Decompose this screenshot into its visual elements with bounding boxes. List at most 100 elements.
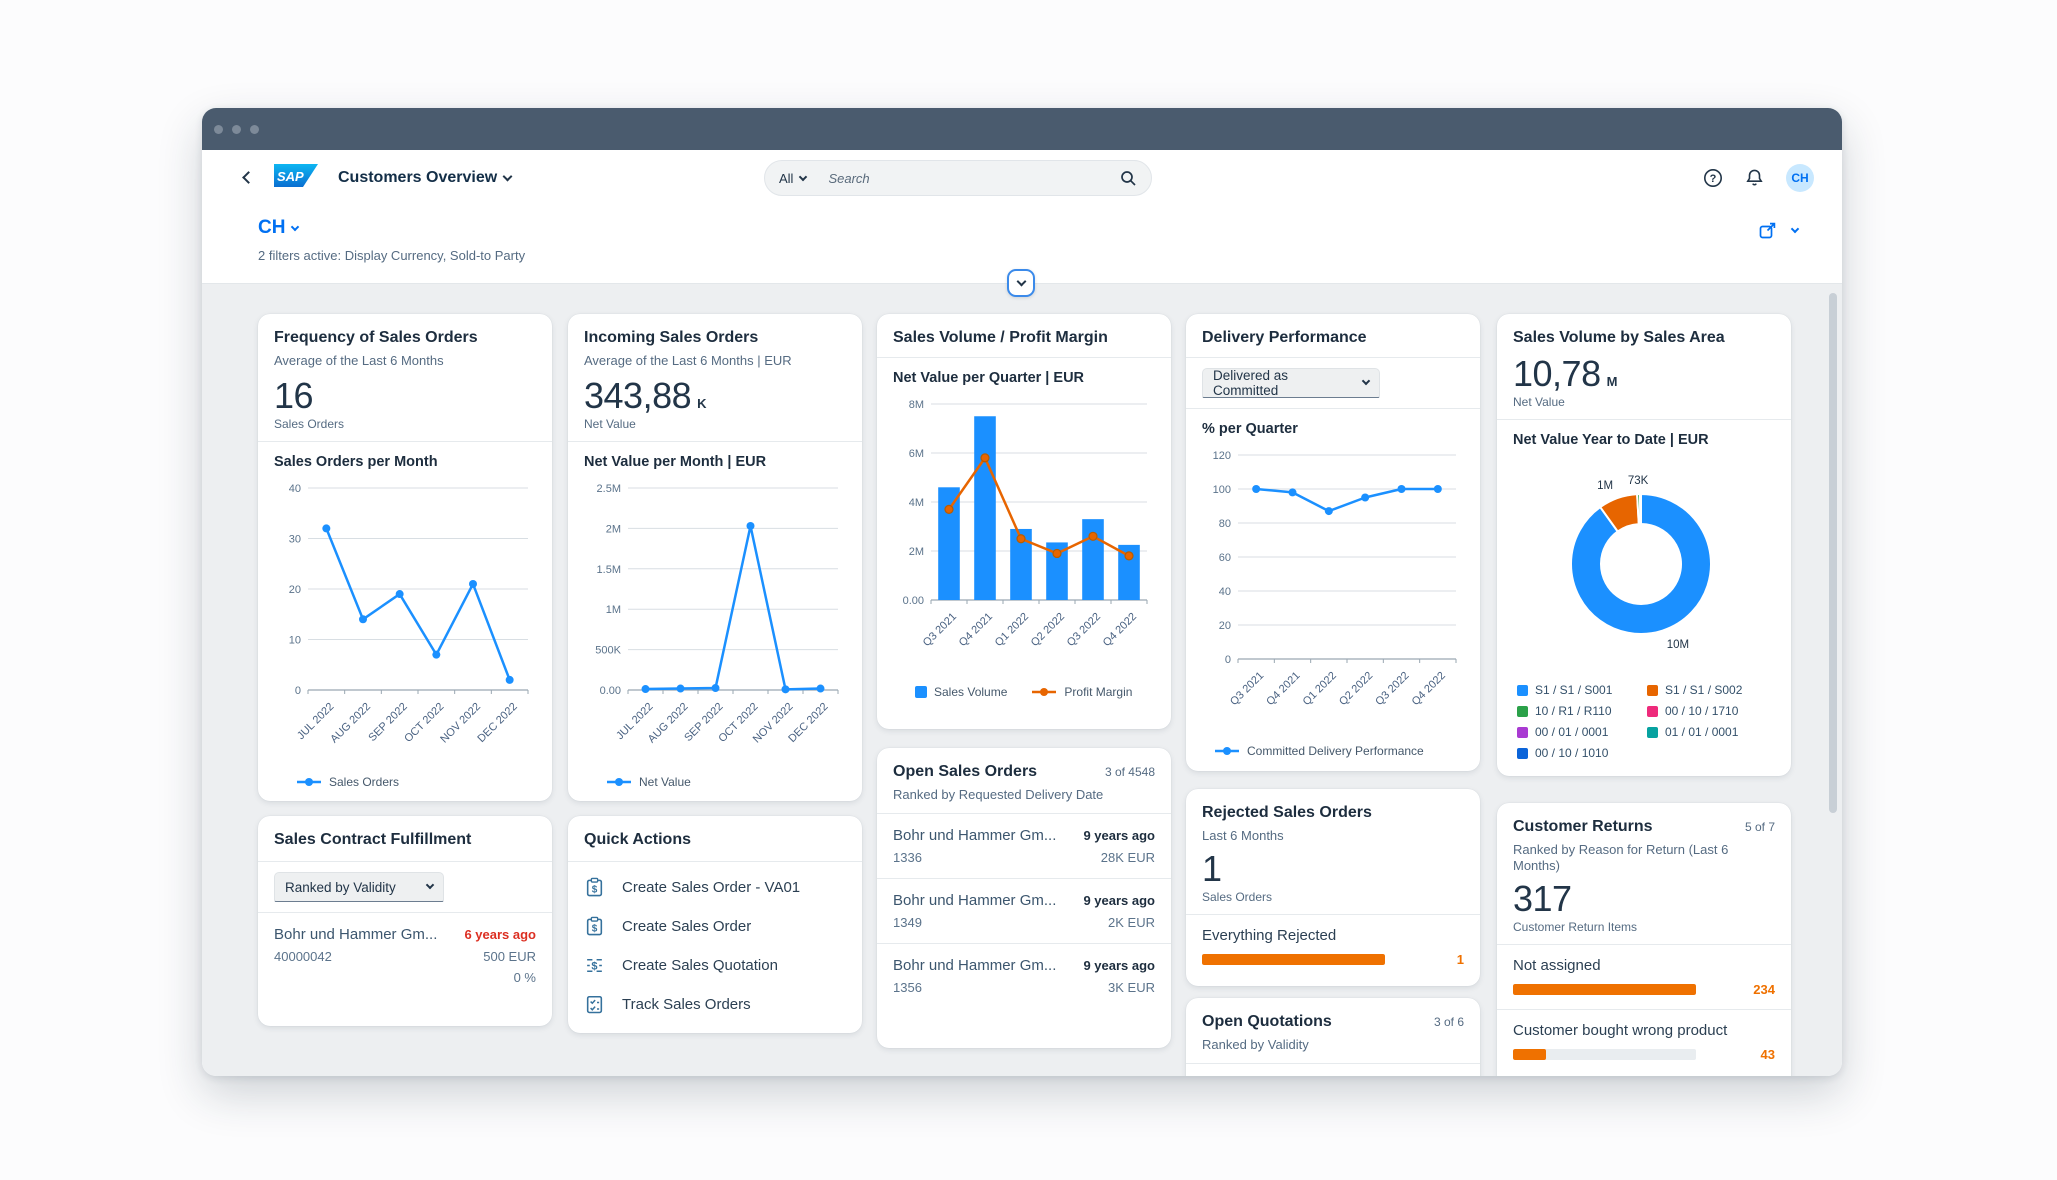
card-title: Quick Actions (584, 831, 691, 848)
divider (877, 357, 1171, 358)
svg-text:20: 20 (289, 584, 301, 596)
search-icon[interactable] (1120, 170, 1137, 187)
legend-swatch (1647, 705, 1658, 717)
window-titlebar (202, 108, 1842, 150)
svg-text:$: $ (591, 960, 597, 972)
chevron-down-icon (1016, 276, 1026, 287)
card-title: Sales Volume / Profit Margin (893, 329, 1108, 346)
legend-label: Sales Orders (329, 775, 400, 789)
divider (1186, 408, 1480, 409)
return-reason-row[interactable]: Not assigned 234 (1497, 945, 1791, 1009)
action-create-sales-order[interactable]: $ Create Sales Order (568, 907, 862, 946)
chart-title: % per Quarter (1202, 421, 1298, 437)
card-open-sales-orders: Open Sales Orders 3 of 4548 Ranked by Re… (877, 748, 1171, 1048)
action-label: Create Sales Order - VA01 (622, 879, 801, 896)
variant-selector[interactable]: CH (258, 217, 1842, 239)
app-title-menu[interactable]: Customers Overview (338, 169, 513, 187)
contract-id: 40000042 (274, 949, 332, 964)
svg-text:0: 0 (1225, 654, 1231, 666)
line-legend-icon (297, 778, 321, 786)
contract-sort-select[interactable]: Ranked by Validity (274, 872, 444, 902)
svg-text:0.00: 0.00 (903, 595, 924, 607)
customer-name: Bohr und Hammer Gm... (274, 926, 438, 943)
return-reason-row[interactable]: Customer bought wrong product 43 (1497, 1010, 1791, 1074)
age-badge: 6 years ago (464, 927, 536, 942)
svg-text:Q4 2021: Q4 2021 (957, 611, 995, 649)
card-rejected-sales-orders: Rejected Sales Orders Last 6 Months 1 Sa… (1186, 789, 1480, 986)
notifications-bell-icon[interactable] (1745, 168, 1764, 188)
action-track-sales-orders[interactable]: Track Sales Orders (568, 985, 862, 1024)
legend-label: 10 / R1 / R110 (1535, 704, 1612, 718)
svg-text:Q3 2022: Q3 2022 (1373, 670, 1411, 708)
legend-label: S1 / S1 / S001 (1535, 683, 1613, 697)
chevron-left-icon (241, 171, 255, 184)
collapse-header-button[interactable] (1007, 269, 1035, 297)
svg-text:2.5M: 2.5M (597, 483, 621, 495)
search-scope-select[interactable]: All (779, 171, 808, 186)
card-title: Open Quotations (1202, 1013, 1332, 1030)
divider (1186, 914, 1480, 915)
svg-text:?: ? (1710, 173, 1717, 185)
variant-name: CH (258, 217, 286, 238)
back-button[interactable] (240, 171, 256, 184)
svg-text:4M: 4M (909, 497, 924, 509)
order-list-item[interactable]: Bohr und Hammer Gm... 9 years ago 1349 2… (877, 879, 1171, 943)
age-badge: 9 years ago (1083, 828, 1155, 843)
search-bar[interactable]: All Search (764, 160, 1152, 196)
kpi-label: Net Value (1513, 395, 1565, 409)
window-control-dot[interactable] (250, 124, 259, 134)
action-label: Create Sales Quotation (622, 957, 778, 974)
legend-label: 00 / 01 / 0001 (1535, 725, 1609, 739)
card-sales-volume-by-sales-area: Sales Volume by Sales Area 10,78 M Net V… (1497, 314, 1791, 776)
vertical-scrollbar[interactable] (1829, 293, 1837, 813)
kpi-label: Sales Orders (274, 417, 345, 431)
count-badge: 5 of 7 (1744, 820, 1775, 834)
action-create-sales-order-va01[interactable]: $ Create Sales Order - VA01 (568, 868, 862, 907)
contract-list-item[interactable]: Bohr und Hammer Gm... 6 years ago 400000… (258, 913, 552, 998)
action-create-sales-quotation[interactable]: $ Create Sales Quotation (568, 946, 862, 985)
line-legend-icon (1032, 688, 1057, 696)
svg-text:1M: 1M (1597, 480, 1613, 492)
delivery-measure-select[interactable]: Delivered as Committed (1202, 368, 1380, 398)
help-icon[interactable]: ? (1703, 168, 1723, 188)
order-list-item[interactable]: Bohr und Hammer Gm... 9 years ago 1336 2… (877, 814, 1171, 878)
card-customer-returns: Customer Returns 5 of 7 Ranked by Reason… (1497, 803, 1791, 1076)
order-amount: 2K EUR (1108, 915, 1155, 930)
card-frequency-of-sales-orders: Frequency of Sales Orders Average of the… (258, 314, 552, 801)
order-id: 1336 (893, 850, 922, 865)
rejected-reason-row[interactable]: Everything Rejected 1 (1186, 915, 1480, 979)
window-control-dot[interactable] (232, 124, 241, 134)
order-list-item[interactable]: Bohr und Hammer Gm... 9 years ago 1356 3… (877, 944, 1171, 1008)
meter-value: 234 (1753, 982, 1775, 997)
divider (877, 943, 1171, 944)
meter-value: 1 (1456, 952, 1464, 967)
divider (258, 441, 552, 442)
avatar[interactable]: CH (1786, 163, 1814, 192)
svg-text:AUG 2022: AUG 2022 (328, 701, 373, 746)
svg-text:Q3 2021: Q3 2021 (1228, 670, 1266, 708)
svg-text:Q3 2022: Q3 2022 (1065, 611, 1103, 649)
divider (1186, 1063, 1480, 1064)
share-menu[interactable] (1758, 221, 1800, 240)
svg-text:Q4 2022: Q4 2022 (1101, 611, 1139, 649)
svg-text:Q2 2022: Q2 2022 (1029, 611, 1067, 649)
svg-text:500K: 500K (595, 645, 621, 657)
order-amount: 28K EUR (1100, 850, 1155, 865)
reason-label: Everything Rejected (1202, 927, 1337, 944)
search-input[interactable]: Search (828, 170, 870, 186)
svg-text:2M: 2M (909, 546, 924, 558)
chevron-down-icon (799, 172, 808, 181)
svg-text:Q1 2022: Q1 2022 (993, 611, 1031, 649)
card-title: Sales Volume by Sales Area (1513, 329, 1725, 346)
svg-text:Q3 2021: Q3 2021 (921, 611, 959, 649)
divider (568, 861, 862, 862)
sales-area-donut-chart[interactable]: 10M 1M 73K (1513, 452, 1775, 668)
card-subtitle: Average of the Last 6 Months (274, 353, 444, 368)
svg-text:40: 40 (289, 483, 301, 495)
svg-text:0: 0 (295, 685, 301, 697)
window-control-dot[interactable] (214, 124, 223, 134)
